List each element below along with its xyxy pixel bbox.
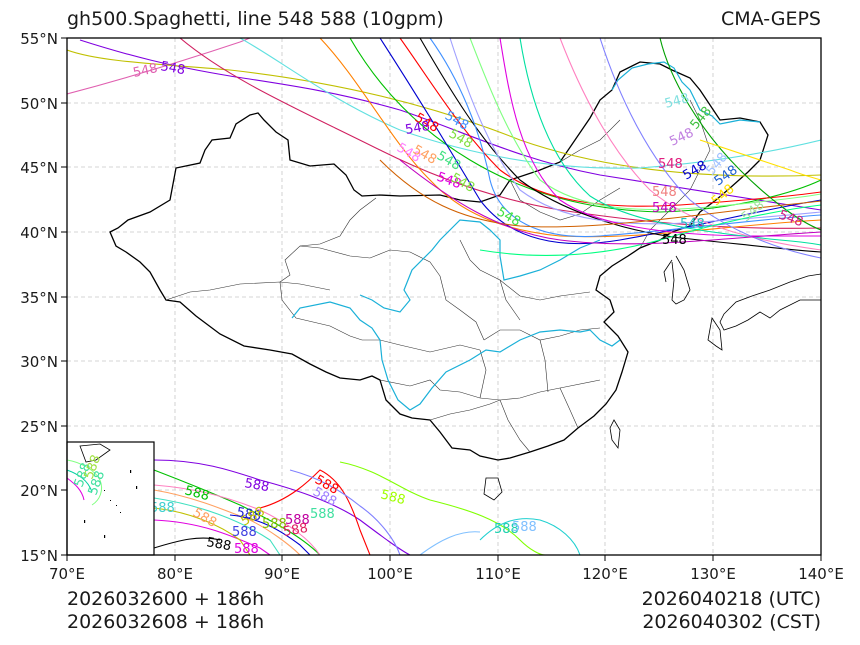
y-tick-labels: 55°N 50°N 45°N 40°N 35°N 30°N 25°N 20°N … [20, 30, 58, 565]
svg-text:588: 588 [205, 535, 232, 554]
model-name: CMA-GEPS [720, 8, 821, 30]
svg-text:588: 588 [494, 522, 519, 537]
svg-text:110°E: 110°E [475, 565, 521, 583]
gridlines [67, 38, 821, 555]
svg-text:548: 548 [159, 59, 186, 78]
valid-time-cst: 2026040302 (CST) [642, 611, 821, 633]
contour-548-lines [67, 38, 821, 259]
svg-text:40°N: 40°N [20, 224, 58, 242]
china-border [109, 61, 769, 461]
svg-text:140°E: 140°E [798, 565, 844, 583]
svg-text:45°N: 45°N [20, 159, 58, 177]
init-time-cst: 2026032608 + 186h [67, 611, 265, 633]
svg-text:100°E: 100°E [367, 565, 413, 583]
contour-548-labels: 548 548 548 548 548 548 548 548 548 548 … [132, 59, 805, 248]
svg-text:548: 548 [652, 201, 677, 216]
svg-text:25°N: 25°N [20, 418, 58, 436]
svg-text:588: 588 [150, 501, 175, 516]
svg-text:35°N: 35°N [20, 289, 58, 307]
svg-text:548: 548 [132, 61, 159, 81]
svg-text:588: 588 [183, 483, 211, 504]
svg-text:548: 548 [663, 91, 691, 112]
rivers [291, 61, 761, 411]
svg-text:50°N: 50°N [20, 95, 58, 113]
svg-text:15°N: 15°N [20, 547, 58, 565]
svg-text:70°E: 70°E [49, 565, 85, 583]
svg-text:548: 548 [658, 157, 683, 172]
south-china-sea-inset: 588 588 588 [66, 441, 155, 556]
svg-text:548: 548 [652, 185, 677, 200]
svg-text:588: 588 [285, 513, 310, 528]
svg-text:548: 548 [667, 126, 696, 150]
valid-time-utc: 2026040218 (UTC) [641, 588, 821, 610]
svg-text:588: 588 [243, 476, 270, 495]
svg-text:130°E: 130°E [690, 565, 736, 583]
svg-text:90°E: 90°E [264, 565, 300, 583]
x-axis [66, 555, 822, 561]
svg-text:548: 548 [662, 233, 687, 248]
svg-text:588: 588 [379, 487, 407, 508]
coastlines [483, 255, 821, 501]
x-tick-labels: 70°E 80°E 90°E 100°E 110°E 120°E 130°E 1… [49, 565, 844, 583]
init-time-block: 2026032600 + 186h 2026032608 + 186h [67, 588, 264, 634]
contour-588-labels: 588 588 588 588 588 588 588 588 588 588 … [150, 472, 537, 557]
svg-text:548: 548 [777, 208, 805, 231]
svg-text:80°E: 80°E [157, 565, 193, 583]
y-axis [61, 37, 67, 556]
svg-text:588: 588 [234, 542, 259, 557]
svg-text:548: 548 [680, 217, 705, 232]
svg-text:55°N: 55°N [20, 30, 58, 48]
svg-text:548: 548 [448, 170, 477, 195]
svg-text:20°N: 20°N [20, 482, 58, 500]
svg-text:588: 588 [235, 505, 262, 524]
svg-text:120°E: 120°E [582, 565, 628, 583]
svg-text:588: 588 [262, 517, 287, 532]
svg-text:548: 548 [688, 104, 715, 133]
valid-time-block: 2026040218 (UTC) 2026040302 (CST) [642, 588, 821, 634]
chart-title: gh500.Spaghetti, line 548 588 (10gpm) [67, 8, 444, 30]
svg-text:30°N: 30°N [20, 353, 58, 371]
svg-text:588: 588 [232, 525, 257, 540]
svg-text:588: 588 [512, 520, 537, 535]
svg-text:548: 548 [404, 119, 431, 138]
svg-text:588: 588 [282, 521, 309, 540]
svg-text:588: 588 [310, 507, 335, 522]
init-time-utc: 2026032600 + 186h [67, 588, 265, 610]
